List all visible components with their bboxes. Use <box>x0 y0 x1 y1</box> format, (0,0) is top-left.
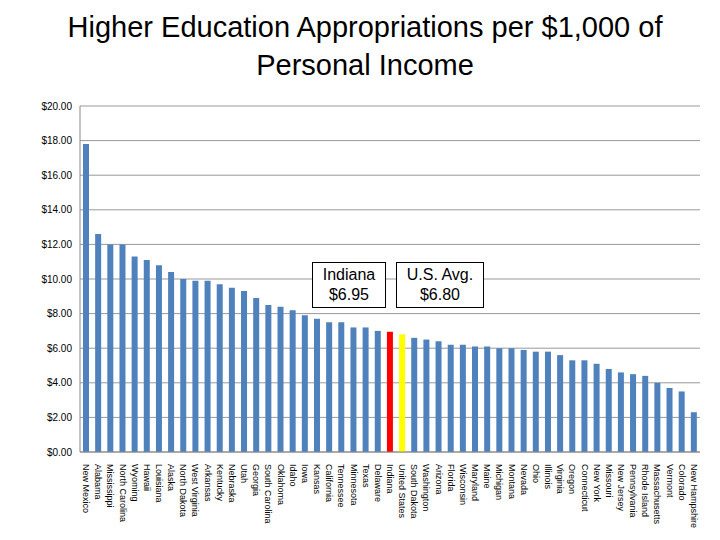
svg-text:Maine: Maine <box>482 464 492 489</box>
svg-text:$14.00: $14.00 <box>41 204 72 215</box>
svg-text:$10.00: $10.00 <box>41 274 72 285</box>
svg-text:Illinois: Illinois <box>543 464 553 490</box>
svg-text:Alabama: Alabama <box>93 464 103 500</box>
svg-text:United States: United States <box>397 464 407 519</box>
svg-text:Virginia: Virginia <box>555 464 565 494</box>
svg-text:Ohio: Ohio <box>531 464 541 483</box>
svg-text:$8.00: $8.00 <box>47 308 72 319</box>
svg-text:Mississippi: Mississippi <box>105 464 115 508</box>
svg-text:Arkansas: Arkansas <box>203 464 213 502</box>
svg-text:$12.00: $12.00 <box>41 239 72 250</box>
svg-text:Utah: Utah <box>239 464 249 483</box>
svg-text:Hawaii: Hawaii <box>142 464 152 491</box>
svg-text:Connecticut: Connecticut <box>580 464 590 512</box>
svg-text:North Dakota: North Dakota <box>178 464 188 517</box>
svg-text:Iowa: Iowa <box>300 464 310 483</box>
svg-text:Idaho: Idaho <box>288 464 298 487</box>
html-text:U.S. Avg.: U.S. Avg. <box>406 266 474 283</box>
svg-text:$20.00: $20.00 <box>41 101 72 112</box>
svg-text:South Carolina: South Carolina <box>263 464 273 524</box>
svg-text:Massachusetts: Massachusetts <box>652 464 662 525</box>
svg-text:New Mexico: New Mexico <box>81 464 91 513</box>
svg-text:Arizona: Arizona <box>434 464 444 495</box>
svg-text:New Jersey: New Jersey <box>616 464 626 512</box>
svg-text:Wyoming: Wyoming <box>130 464 140 501</box>
svg-text:Wisconsin: Wisconsin <box>458 464 468 505</box>
svg-text:Montana: Montana <box>507 464 517 499</box>
html-text:Indiana: Indiana <box>322 266 376 283</box>
svg-text:Washington: Washington <box>421 464 431 511</box>
svg-text:Tennessee: Tennessee <box>336 464 346 508</box>
svg-text:New Hampshire: New Hampshire <box>689 464 699 528</box>
svg-text:$6.00: $6.00 <box>47 343 72 354</box>
svg-text:Minnesota: Minnesota <box>349 464 359 506</box>
html-text:Higher Education Appropriation: Higher Education Appropriations per $1,0… <box>67 11 663 81</box>
svg-text:Florida: Florida <box>446 464 456 492</box>
svg-text:Oregon: Oregon <box>567 464 577 494</box>
svg-text:$0.00: $0.00 <box>47 447 72 458</box>
html-text:$6.80: $6.80 <box>420 286 460 303</box>
svg-text:$2.00: $2.00 <box>47 412 72 423</box>
svg-text:Kentucky: Kentucky <box>215 464 225 502</box>
svg-text:Vermont: Vermont <box>665 464 675 498</box>
svg-text:Rhode Island: Rhode Island <box>640 464 650 517</box>
html-text:$6.95: $6.95 <box>329 286 369 303</box>
svg-text:Maryland: Maryland <box>470 464 480 501</box>
svg-text:$16.00: $16.00 <box>41 170 72 181</box>
svg-text:South Dakota: South Dakota <box>409 464 419 519</box>
svg-text:Georgia: Georgia <box>251 464 261 496</box>
svg-text:Michigan: Michigan <box>494 464 504 500</box>
svg-text:Delaware: Delaware <box>373 464 383 502</box>
svg-text:Alaska: Alaska <box>166 464 176 491</box>
svg-text:Oklahoma: Oklahoma <box>276 464 286 505</box>
svg-text:$4.00: $4.00 <box>47 377 72 388</box>
svg-text:Louisiana: Louisiana <box>154 464 164 503</box>
svg-text:West Virginia: West Virginia <box>190 464 200 517</box>
svg-text:Missouri: Missouri <box>604 464 614 498</box>
svg-text:Nebraska: Nebraska <box>227 464 237 503</box>
svg-text:New York: New York <box>592 464 602 503</box>
svg-text:Kansas: Kansas <box>312 464 322 495</box>
svg-text:North Carolina: North Carolina <box>118 464 128 522</box>
svg-text:Nevada: Nevada <box>519 464 529 495</box>
svg-text:$18.00: $18.00 <box>41 135 72 146</box>
svg-text:California: California <box>324 464 334 502</box>
svg-text:Texas: Texas <box>361 464 371 488</box>
svg-text:Colorado: Colorado <box>677 464 687 501</box>
svg-text:Pennsylvania: Pennsylvania <box>628 464 638 518</box>
svg-text:Indiana: Indiana <box>385 464 395 494</box>
